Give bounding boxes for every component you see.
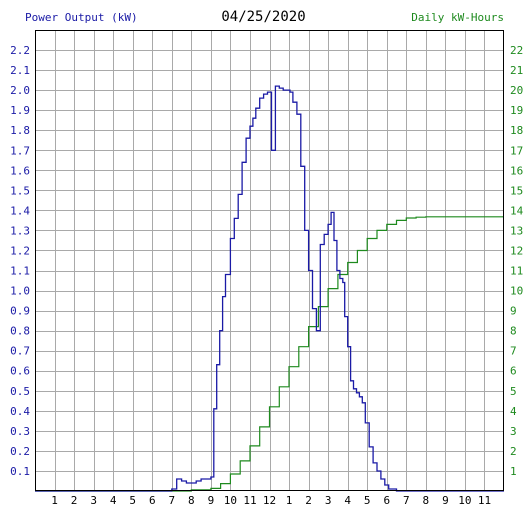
right-tick-label: 15 [510,184,523,197]
left-tick-label: 0.8 [10,325,30,338]
power-series [35,85,504,492]
x-tick-label: 8 [188,494,195,507]
right-tick-label: 3 [510,425,517,438]
right-tick-label: 11 [510,265,523,278]
right-tick-label: 8 [510,325,517,338]
right-tick-label: 4 [510,405,517,418]
x-tick-label: 10 [458,494,471,507]
left-tick-label: 1.5 [10,184,30,197]
x-tick-label: 3 [90,494,97,507]
right-tick-label: 9 [510,305,517,318]
right-tick-label: 13 [510,224,523,237]
right-tick-label: 2 [510,445,517,458]
right-tick-label: 14 [510,204,524,217]
x-tick-label: 9 [208,494,215,507]
right-tick-label: 19 [510,104,523,117]
right-tick-label: 12 [510,244,523,257]
energy-series [35,216,504,492]
right-tick-label: 22 [510,44,523,57]
left-tick-label: 1.6 [10,164,30,177]
x-tick-label: 1 [286,494,293,507]
left-tick-label: 1.3 [10,224,30,237]
left-tick-label: 0.7 [10,345,30,358]
left-tick-label: 1.1 [10,265,30,278]
right-tick-label: 10 [510,285,523,298]
left-tick-label: 0.3 [10,425,30,438]
frame-rect [35,30,504,491]
x-tick-label: 4 [344,494,351,507]
right-tick-label: 6 [510,365,517,378]
x-tick-label: 4 [110,494,117,507]
right-axis-title: Daily kW-Hours [411,11,504,24]
x-tick-label: 12 [263,494,276,507]
plot-frame [35,30,504,491]
x-tick-label: 1 [51,494,58,507]
x-tick-label: 7 [403,494,410,507]
x-tick-label: 2 [305,494,312,507]
x-tick-label: 3 [325,494,332,507]
left-tick-label: 2.1 [10,64,30,77]
x-tick-label: 11 [478,494,491,507]
right-tick-label: 17 [510,144,523,157]
x-tick-label: 5 [129,494,136,507]
left-tick-label: 0.5 [10,385,30,398]
left-tick-label: 0.9 [10,305,30,318]
x-tick-label: 9 [442,494,449,507]
left-tick-label: 2.0 [10,84,30,97]
left-axis-title: Power Output (kW) [25,11,138,24]
left-tick-label: 2.2 [10,44,30,57]
right-tick-label: 18 [510,124,523,137]
left-tick-label: 1.2 [10,244,30,257]
x-tick-label: 11 [243,494,256,507]
grid-lines [35,30,504,491]
left-tick-label: 0.2 [10,445,30,458]
energy-line [35,216,504,492]
right-tick-label: 5 [510,385,517,398]
left-tick-label: 0.4 [10,405,30,418]
power-line [35,85,504,492]
x-tick-labels: 1 2 3 4 5 6 7 8 9 10 11 12 1 2 3 4 5 6 7 8 9 10 11 [51,494,491,507]
left-tick-label: 1.8 [10,124,30,137]
left-tick-label: 1.9 [10,104,30,117]
left-tick-labels: 0.1 0.2 0.3 0.4 0.5 0.6 0.7 0.8 0.9 1.0 1.1 1.2 1.3 1… [10,44,30,478]
x-tick-label: 8 [423,494,430,507]
x-tick-label: 6 [149,494,156,507]
left-tick-label: 1.4 [10,204,30,217]
chart-title: 04/25/2020 [221,9,306,25]
left-tick-label: 1.0 [10,285,30,298]
right-tick-label: 20 [510,84,523,97]
x-tick-label: 5 [364,494,371,507]
left-tick-label: 1.7 [10,144,30,157]
right-tick-label: 1 [510,465,517,478]
left-tick-label: 0.6 [10,365,30,378]
right-tick-label: 16 [510,164,523,177]
right-tick-label: 7 [510,345,517,358]
x-tick-label: 10 [224,494,237,507]
left-tick-label: 0.1 [10,465,30,478]
right-tick-label: 21 [510,64,523,77]
x-tick-label: 6 [383,494,390,507]
x-tick-label: 7 [168,494,175,507]
x-tick-label: 2 [71,494,78,507]
